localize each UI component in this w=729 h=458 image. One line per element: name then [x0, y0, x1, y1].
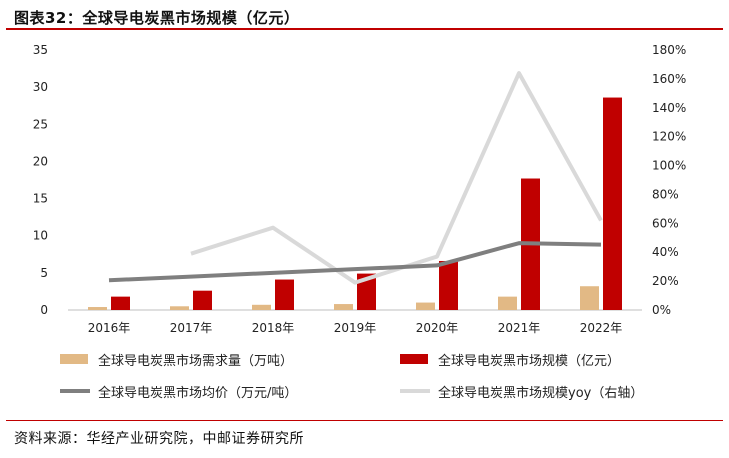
bar-market-size: [193, 290, 212, 310]
y-tick-label-right: 80%: [652, 187, 679, 201]
bar-market-size: [111, 296, 130, 310]
x-tick-label: 2019年: [334, 321, 377, 335]
title-bar: 图表32：全球导电炭黑市场规模（亿元）: [6, 4, 723, 30]
bar-market-size: [357, 273, 376, 310]
bar-demand: [170, 306, 189, 310]
bar-demand: [252, 304, 271, 310]
bar-market-size: [603, 97, 622, 311]
y-tick-label-right: 0%: [652, 303, 671, 317]
source-note: 资料来源：华经产业研究院，中邮证券研究所: [14, 431, 304, 447]
bar-market-size: [275, 279, 294, 310]
y-tick-label-left: 20: [33, 154, 48, 168]
x-tick-label: 2021年: [498, 321, 541, 335]
y-tick-label-right: 180%: [652, 43, 686, 57]
bar-demand: [334, 304, 353, 310]
y-tick-label-right: 160%: [652, 72, 686, 86]
y-tick-label-right: 60%: [652, 216, 679, 230]
chart-title: 图表32：全球导电炭黑市场规模（亿元）: [14, 9, 300, 27]
y-tick-label-right: 120%: [652, 130, 686, 144]
x-tick-label: 2020年: [416, 321, 459, 335]
bar-demand: [88, 307, 107, 310]
y-tick-label-right: 20%: [652, 274, 679, 288]
y-tick-label-left: 5: [40, 266, 48, 280]
line-yoy: [190, 71, 603, 285]
chart-tick-labels: 0 5 10 15 20 25 30 35 0% 20% 40% 60% 80% 100% 120% 140%…: [33, 43, 687, 335]
y-tick-label-right: 140%: [652, 101, 686, 115]
bar-demand: [498, 296, 517, 310]
footer-divider: [6, 420, 723, 421]
x-tick-label: 2016年: [88, 321, 131, 335]
bar-demand: [580, 286, 599, 310]
y-tick-label-left: 15: [33, 192, 48, 206]
line-avg-price: [108, 241, 602, 283]
x-tick-label: 2017年: [170, 321, 213, 335]
x-tick-label: 2022年: [580, 321, 623, 335]
y-tick-label-left: 25: [33, 117, 48, 131]
x-tick-label: 2018年: [252, 321, 295, 335]
bar-market-size: [439, 260, 458, 310]
chart-lines: [108, 71, 603, 285]
y-tick-label-left: 0: [40, 303, 48, 317]
y-tick-label-left: 10: [33, 229, 48, 243]
y-tick-label-left: 35: [33, 43, 48, 57]
y-tick-label-right: 40%: [652, 245, 679, 259]
y-tick-label-left: 30: [33, 80, 48, 94]
bar-demand: [416, 302, 435, 310]
y-tick-label-right: 100%: [652, 159, 686, 173]
